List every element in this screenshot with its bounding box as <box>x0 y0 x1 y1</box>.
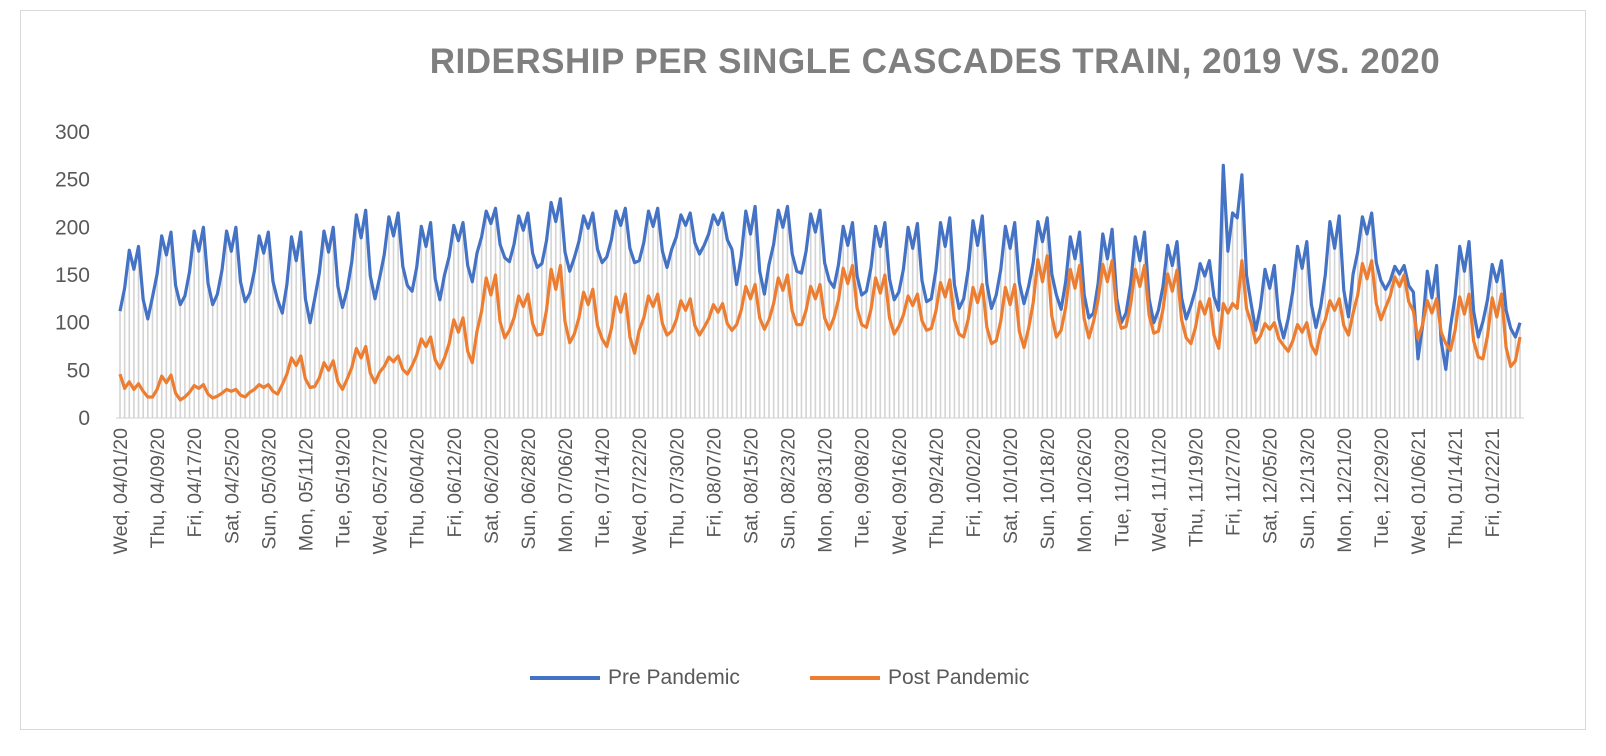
x-tick-label: Mon, 05/11/20 <box>295 428 317 551</box>
x-tick-label: Tue, 11/03/20 <box>1111 428 1133 546</box>
legend-item-pre-pandemic: Pre Pandemic <box>530 666 740 690</box>
legend-label: Post Pandemic <box>888 666 1030 689</box>
x-tick-label: Mon, 07/06/20 <box>555 428 577 553</box>
legend-swatch-pre <box>530 676 600 680</box>
x-tick-label: Thu, 06/04/20 <box>407 428 429 548</box>
y-tick-label: 50 <box>67 359 90 382</box>
x-tick-label: Thu, 07/30/20 <box>666 428 688 548</box>
x-tick-label: Sat, 06/20/20 <box>481 428 503 544</box>
x-tick-label: Sat, 08/15/20 <box>740 428 762 544</box>
x-tick-label: Thu, 04/09/20 <box>147 428 169 548</box>
x-tick-label: Sat, 10/10/20 <box>1000 428 1022 544</box>
x-tick-label: Fri, 11/27/20 <box>1223 428 1245 536</box>
x-tick-label: Fri, 06/12/20 <box>444 428 466 538</box>
x-tick-label: Sun, 08/23/20 <box>778 428 800 550</box>
x-tick-label: Sun, 10/18/20 <box>1037 428 1059 550</box>
x-tick-label: Wed, 04/01/20 <box>110 428 132 555</box>
x-tick-label: Sat, 04/25/20 <box>221 428 243 544</box>
x-tick-label: Tue, 05/19/20 <box>333 428 355 548</box>
y-tick-label: 250 <box>55 169 90 192</box>
y-tick-label: 100 <box>55 312 90 335</box>
x-tick-label: Thu, 11/19/20 <box>1185 428 1207 547</box>
x-tick-label: Thu, 09/24/20 <box>926 428 948 548</box>
legend-item-post-pandemic: Post Pandemic <box>810 666 1029 690</box>
x-tick-label: Fri, 08/07/20 <box>703 428 725 538</box>
x-tick-label: Tue, 09/08/20 <box>852 428 874 548</box>
x-tick-label: Fri, 10/02/20 <box>963 428 985 538</box>
x-tick-label: Sun, 05/03/20 <box>258 428 280 550</box>
x-tick-label: Sat, 12/05/20 <box>1260 428 1282 544</box>
y-tick-label: 300 <box>55 121 90 144</box>
chart-frame <box>20 10 1586 730</box>
x-tick-label: Wed, 11/11/20 <box>1148 428 1170 552</box>
y-tick-label: 0 <box>78 407 90 430</box>
x-tick-label: Sun, 06/28/20 <box>518 428 540 550</box>
legend-label: Pre Pandemic <box>608 666 740 689</box>
x-tick-label: Mon, 08/31/20 <box>815 428 837 553</box>
legend-swatch-post <box>810 676 880 680</box>
y-tick-label: 150 <box>55 264 90 287</box>
series-line-pre-pandemic <box>118 163 1522 371</box>
x-tick-label: Tue, 07/14/20 <box>592 428 614 548</box>
series-line-post-pandemic <box>118 254 1522 402</box>
x-tick-label: Wed, 09/16/20 <box>889 428 911 555</box>
x-tick-label: Tue, 12/29/20 <box>1371 428 1393 548</box>
x-tick-label: Thu, 01/14/21 <box>1445 428 1467 548</box>
y-tick-label: 200 <box>55 216 90 239</box>
x-tick-label: Fri, 01/22/21 <box>1482 428 1504 537</box>
x-tick-label: Fri, 04/17/20 <box>184 428 206 538</box>
x-tick-label: Wed, 07/22/20 <box>629 428 651 555</box>
x-tick-label: Mon, 12/21/20 <box>1334 428 1356 553</box>
x-tick-label: Sun, 12/13/20 <box>1297 428 1319 550</box>
x-tick-label: Mon, 10/26/20 <box>1074 428 1096 553</box>
x-tick-label: Wed, 01/06/21 <box>1408 428 1430 554</box>
chart-title: RIDERSHIP PER SINGLE CASCADES TRAIN, 201… <box>429 42 1441 81</box>
x-tick-label: Wed, 05/27/20 <box>370 428 392 555</box>
